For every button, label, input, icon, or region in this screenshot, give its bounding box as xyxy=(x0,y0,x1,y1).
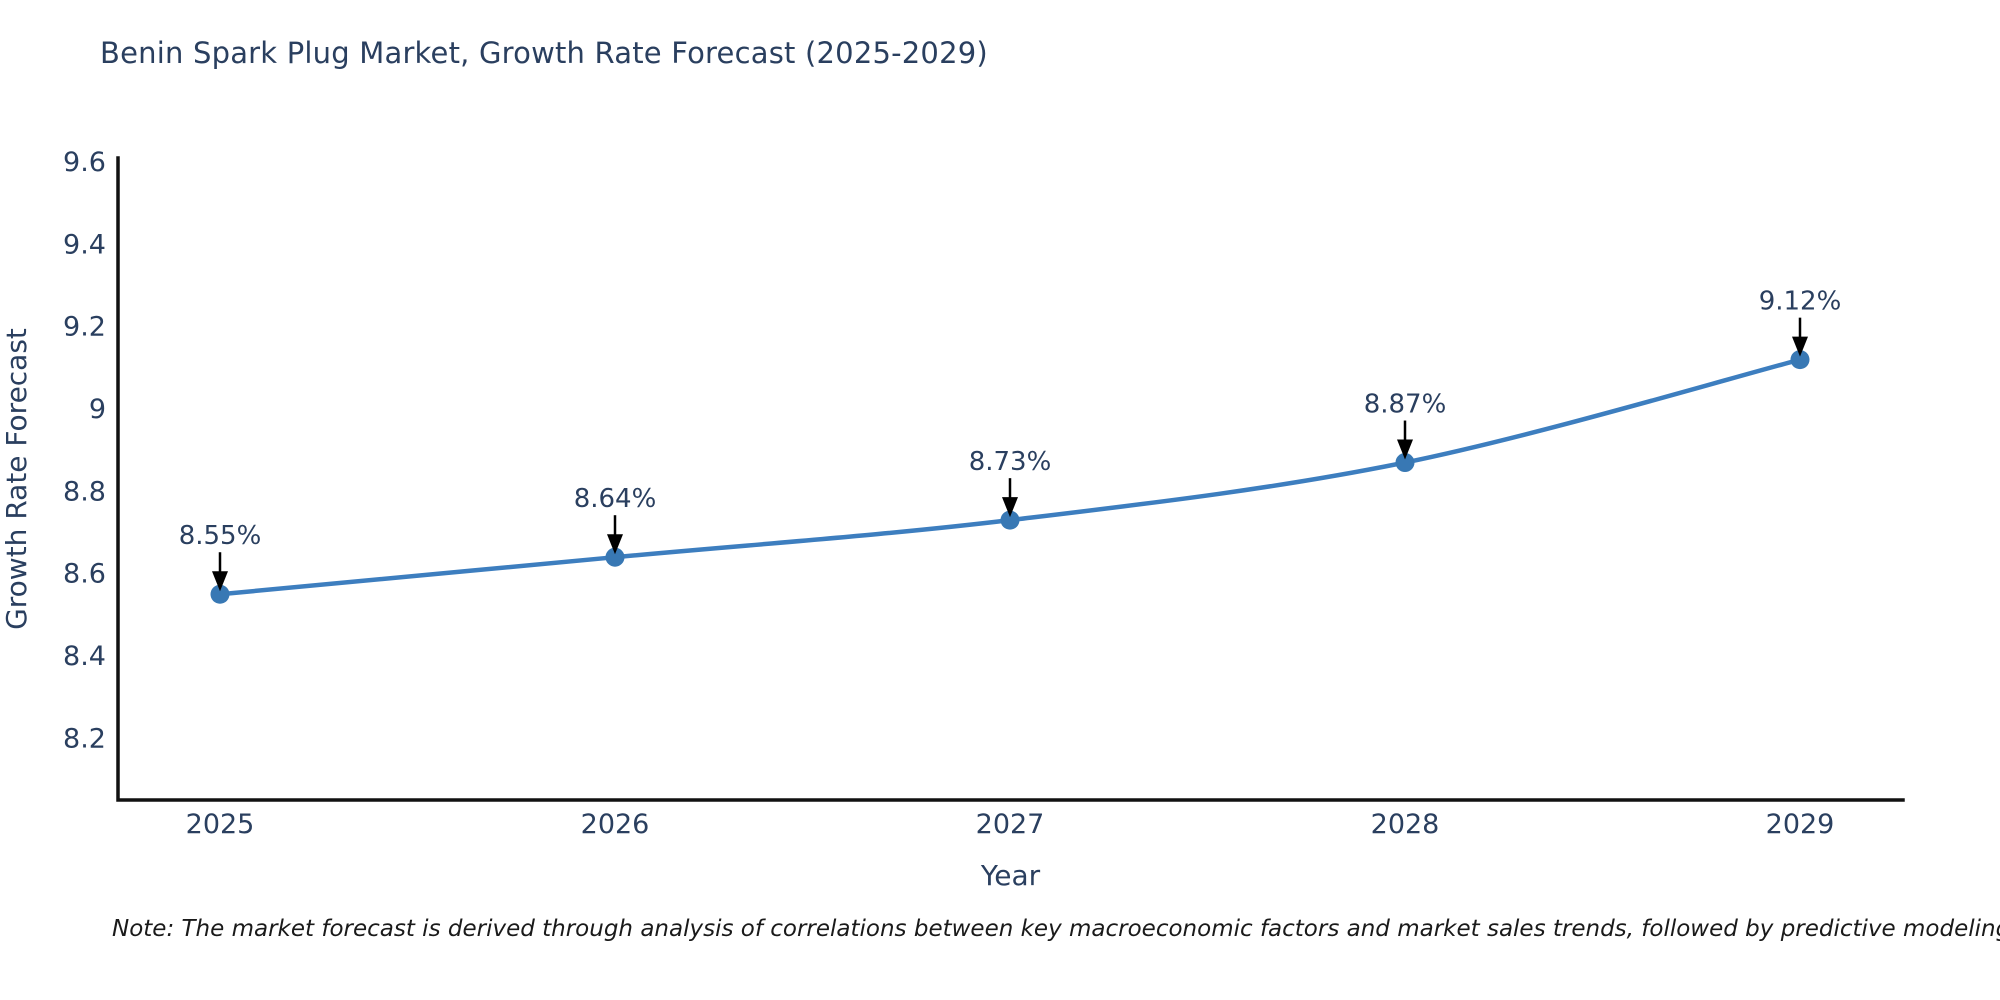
annotation-arrowhead xyxy=(1002,497,1018,518)
annotation-label: 8.64% xyxy=(574,484,657,514)
data-point-marker xyxy=(1395,453,1415,473)
annotation-label: 8.87% xyxy=(1364,390,1447,420)
annotation-arrowhead xyxy=(1792,336,1808,357)
footnote: Note: The market forecast is derived thr… xyxy=(112,916,2000,942)
data-point-marker xyxy=(605,547,625,567)
data-point-marker xyxy=(210,584,230,604)
data-point-marker xyxy=(1790,350,1810,370)
x-axis-tick-label: 2029 xyxy=(1766,809,1835,840)
x-axis-tick-label: 2027 xyxy=(976,809,1045,840)
data-point-marker xyxy=(1000,510,1020,530)
x-axis-tick-label: 2028 xyxy=(1371,809,1440,840)
chart-title: Benin Spark Plug Market, Growth Rate For… xyxy=(100,36,988,70)
annotation-arrowhead xyxy=(212,571,228,592)
annotation-label: 8.73% xyxy=(969,447,1052,477)
y-axis-tick-label: 8.4 xyxy=(63,641,106,672)
axis-spines xyxy=(116,156,1905,802)
y-axis-tick-label: 8.6 xyxy=(63,559,106,590)
annotation-arrowhead xyxy=(607,534,623,555)
x-axis-tick-label: 2025 xyxy=(186,809,255,840)
y-axis-tick-label: 9.4 xyxy=(63,229,106,260)
y-axis-tick-label: 9.2 xyxy=(63,312,106,343)
y-axis-tick-label: 8.8 xyxy=(63,476,106,507)
annotation-label: 9.12% xyxy=(1759,287,1842,317)
y-axis-tick-label: 8.2 xyxy=(63,723,106,754)
x-axis-tick-label: 2026 xyxy=(581,809,650,840)
x-axis-title: Year xyxy=(980,859,1041,892)
y-axis-title: Growth Rate Forecast xyxy=(0,328,33,630)
y-axis-tick-label: 9.6 xyxy=(63,147,106,178)
annotation-label: 8.55% xyxy=(179,521,262,551)
y-axis-tick-label: 9 xyxy=(89,394,106,425)
annotation-arrowhead xyxy=(1397,439,1413,460)
